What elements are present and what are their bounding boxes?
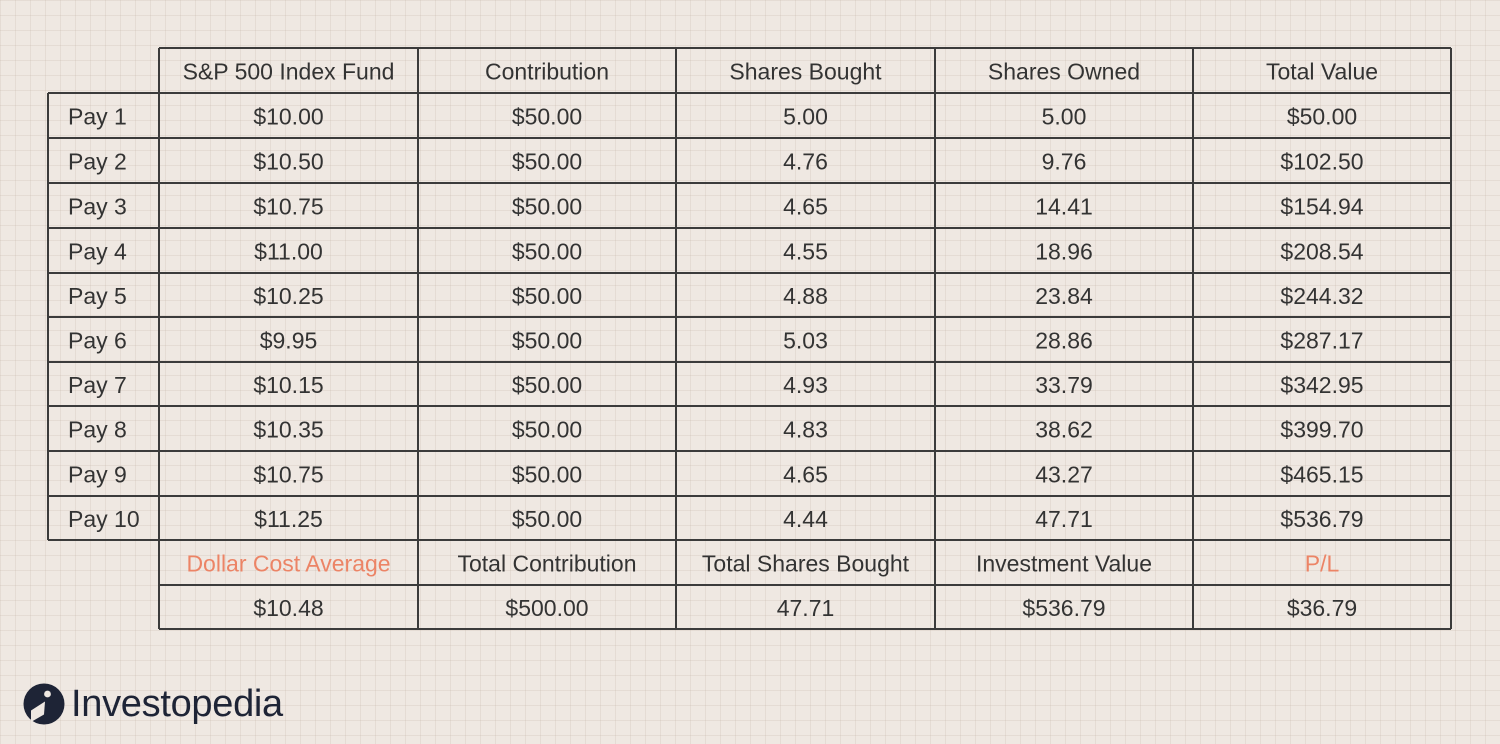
summary-header: Total Contribution xyxy=(458,551,637,577)
table-cell: 5.03 xyxy=(783,328,828,354)
table-cell: 47.71 xyxy=(1035,506,1093,532)
row-label: Pay 5 xyxy=(68,283,127,309)
table-cell: $50.00 xyxy=(1287,104,1357,130)
column-header: Shares Bought xyxy=(729,59,882,85)
table-cell: $10.25 xyxy=(253,283,323,309)
table-cell: $10.00 xyxy=(253,104,323,130)
investopedia-logo-icon xyxy=(23,683,65,725)
table-cell: 43.27 xyxy=(1035,462,1093,488)
table-cell: 14.41 xyxy=(1035,194,1093,220)
table-cell: 18.96 xyxy=(1035,239,1093,265)
summary-header: Total Shares Bought xyxy=(702,551,910,577)
table-cell: $10.35 xyxy=(253,417,323,443)
summary-header: Dollar Cost Average xyxy=(186,551,390,577)
table-cell: 9.76 xyxy=(1042,149,1087,175)
table-cell: 38.62 xyxy=(1035,417,1093,443)
table-cell: $50.00 xyxy=(512,417,582,443)
table-cell: $50.00 xyxy=(512,328,582,354)
table-cell: $287.17 xyxy=(1280,328,1363,354)
table-cell: 4.65 xyxy=(783,194,828,220)
table-cell: 4.93 xyxy=(783,372,828,398)
column-header: Contribution xyxy=(485,59,609,85)
table-cell: $342.95 xyxy=(1280,372,1363,398)
row-label: Pay 6 xyxy=(68,328,127,354)
table-cell: $399.70 xyxy=(1280,417,1363,443)
table-cell: 5.00 xyxy=(783,104,828,130)
table-cell: $208.54 xyxy=(1280,239,1363,265)
table-cell: $50.00 xyxy=(512,283,582,309)
row-label: Pay 2 xyxy=(68,149,127,175)
table-cell: $536.79 xyxy=(1280,506,1363,532)
table-cell: 23.84 xyxy=(1035,283,1093,309)
table-cell: $50.00 xyxy=(512,372,582,398)
column-header: Shares Owned xyxy=(988,59,1140,85)
table-cell: $154.94 xyxy=(1280,194,1363,220)
table-cell: $465.15 xyxy=(1280,462,1363,488)
table-cell: $102.50 xyxy=(1280,149,1363,175)
summary-header: Investment Value xyxy=(976,551,1152,577)
summary-value: $536.79 xyxy=(1022,595,1105,621)
table-cell: $50.00 xyxy=(512,462,582,488)
row-label: Pay 10 xyxy=(68,506,140,532)
summary-header: P/L xyxy=(1305,551,1340,577)
table-cell: 4.83 xyxy=(783,417,828,443)
table-cell: $50.00 xyxy=(512,194,582,220)
table-cell: 4.65 xyxy=(783,462,828,488)
summary-value: $10.48 xyxy=(253,595,323,621)
table-cell: $50.00 xyxy=(512,149,582,175)
summary-value: $36.79 xyxy=(1287,595,1357,621)
investopedia-logo: Investopedia xyxy=(23,681,283,727)
table-cell: $10.15 xyxy=(253,372,323,398)
table-cell: $9.95 xyxy=(260,328,318,354)
summary-value: $500.00 xyxy=(505,595,588,621)
row-label: Pay 1 xyxy=(68,104,127,130)
table-cell: 4.88 xyxy=(783,283,828,309)
table-cell: 4.55 xyxy=(783,239,828,265)
table-cell: $50.00 xyxy=(512,506,582,532)
row-label: Pay 8 xyxy=(68,417,127,443)
row-label: Pay 7 xyxy=(68,372,127,398)
table-cell: $244.32 xyxy=(1280,283,1363,309)
table-cell: $50.00 xyxy=(512,104,582,130)
table-cell: 4.44 xyxy=(783,506,828,532)
table-cell: $11.25 xyxy=(254,506,323,532)
table-cell: $10.50 xyxy=(253,149,323,175)
column-header: Total Value xyxy=(1266,59,1378,85)
row-label: Pay 4 xyxy=(68,239,127,265)
summary-value: 47.71 xyxy=(777,595,835,621)
row-label: Pay 9 xyxy=(68,462,127,488)
table-cell: 4.76 xyxy=(783,149,828,175)
row-label: Pay 3 xyxy=(68,194,127,220)
column-header: S&P 500 Index Fund xyxy=(183,59,395,85)
table-cell: 33.79 xyxy=(1035,372,1093,398)
table-cell: $11.00 xyxy=(254,239,323,265)
table-cell: 28.86 xyxy=(1035,328,1093,354)
table-cell: $10.75 xyxy=(253,462,323,488)
table-cell: $50.00 xyxy=(512,239,582,265)
table-cell: $10.75 xyxy=(253,194,323,220)
table-cell: 5.00 xyxy=(1042,104,1087,130)
logo-text: Investopedia xyxy=(71,682,283,725)
